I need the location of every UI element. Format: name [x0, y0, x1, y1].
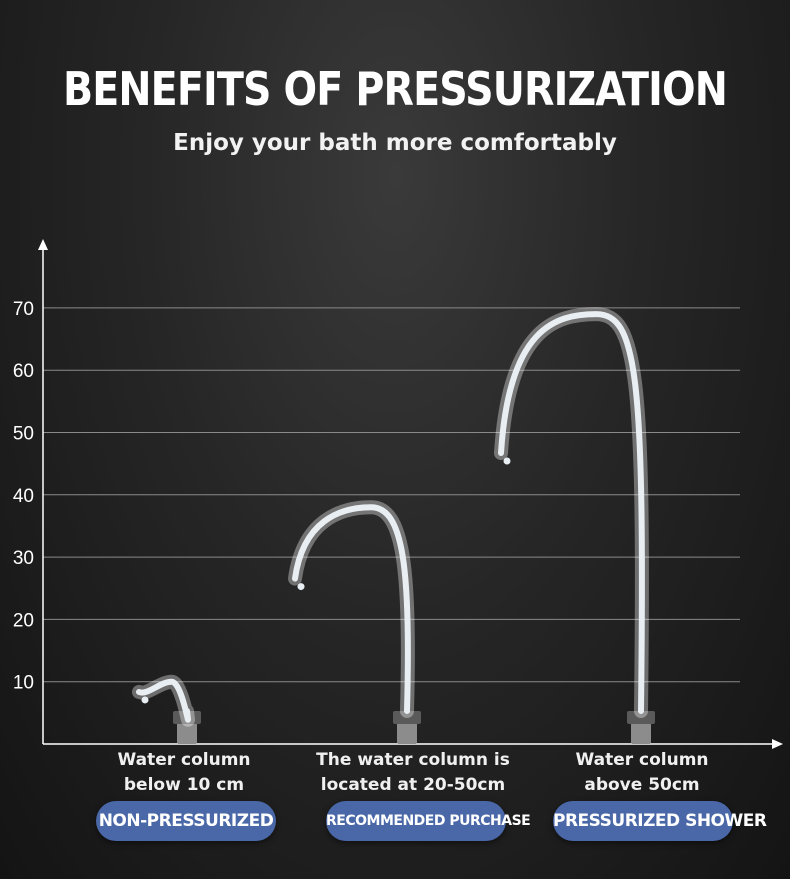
- y-axis-arrow: [38, 239, 48, 250]
- badge-pressurized-shower: PRESSURIZED SHOWER: [553, 801, 767, 841]
- nozzle: [397, 722, 417, 744]
- caption-line1: Water column: [575, 750, 709, 770]
- water-jet: [288, 500, 421, 744]
- page-title: BENEFITS OF PRESSURIZATION: [62, 62, 728, 116]
- caption-line2: below 10 cm: [123, 775, 245, 795]
- water-stream: [136, 678, 192, 723]
- caption-non-pressurized: Water column below 10 cm: [74, 748, 294, 798]
- nozzle-nut: [393, 711, 421, 724]
- water-stream: [292, 504, 411, 714]
- water-jet: [494, 307, 655, 744]
- y-tick-label: 70: [13, 299, 34, 320]
- y-tick-label: 40: [13, 486, 34, 507]
- y-tick-label: 10: [13, 673, 34, 694]
- nozzle: [631, 722, 651, 744]
- water-drop: [141, 696, 149, 704]
- y-tick-label: 30: [13, 548, 34, 569]
- badge-recommended-purchase: RECOMMENDED PURCHASE: [326, 801, 531, 841]
- caption-pressurized: Water column above 50cm: [532, 748, 752, 798]
- y-tick-label: 20: [13, 610, 34, 631]
- water-drop: [297, 583, 305, 591]
- badge-non-pressurized: NON-PRESSURIZED: [96, 801, 276, 841]
- caption-recommended: The water column is located at 20-50cm: [303, 748, 523, 798]
- caption-line1: The water column is: [316, 750, 510, 770]
- y-tick-label: 50: [13, 424, 34, 445]
- caption-line2: located at 20-50cm: [320, 775, 506, 795]
- water-glow: [494, 307, 649, 718]
- y-tick-label: 60: [13, 361, 34, 382]
- x-axis-arrow: [772, 739, 783, 749]
- caption-line1: Water column: [117, 750, 251, 770]
- water-drop: [503, 457, 511, 465]
- page-subtitle: Enjoy your bath more comfortably: [173, 130, 617, 156]
- water-jet: [132, 674, 201, 744]
- nozzle-nut: [627, 711, 655, 724]
- nozzle: [177, 722, 197, 744]
- caption-line2: above 50cm: [584, 775, 700, 795]
- water-stream: [498, 311, 645, 714]
